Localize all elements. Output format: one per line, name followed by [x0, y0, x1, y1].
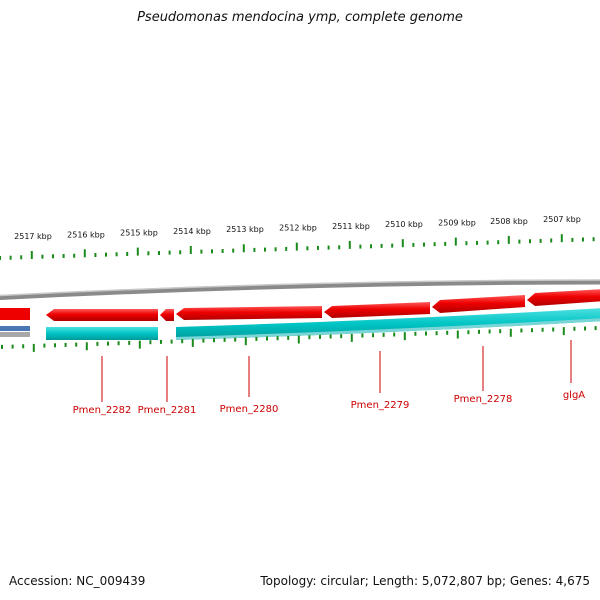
scale-label: 2512 kbp	[279, 224, 317, 233]
scale-label: 2508 kbp	[490, 217, 528, 226]
cds-arrow-pmen-2280[interactable]	[176, 306, 322, 320]
gc-track-left	[46, 327, 158, 340]
scale-ticks-bottom	[1, 326, 597, 352]
cds-arrow-pmen-2279[interactable]	[324, 302, 430, 318]
gene-label[interactable]: Pmen_2281	[138, 405, 197, 416]
track-stub-grey	[0, 332, 30, 337]
gene-label[interactable]: glgA	[563, 390, 585, 401]
scale-label: 2514 kbp	[173, 227, 211, 236]
backbone-arc	[0, 279, 600, 300]
cds-arrow-pmen-2278[interactable]	[432, 295, 525, 313]
scale-ticks-top	[0, 234, 595, 260]
gene-label-leaders	[101, 340, 572, 402]
scale-label: 2513 kbp	[226, 225, 264, 234]
scale-label: 2511 kbp	[332, 222, 370, 231]
cds-arrow-pmen-2281[interactable]	[160, 309, 174, 321]
gene-label[interactable]: Pmen_2279	[351, 400, 410, 411]
cds-arrow-glga[interactable]	[527, 289, 600, 306]
scale-label: 2510 kbp	[385, 220, 423, 229]
scale-label: 2509 kbp	[438, 219, 476, 228]
accession-label: Accession: NC_009439	[9, 574, 146, 588]
gene-label[interactable]: Pmen_2280	[220, 404, 279, 415]
gc-track-main	[176, 308, 600, 340]
track-stub-blue	[0, 326, 30, 331]
cds-track	[46, 289, 600, 321]
track-stub-red	[0, 308, 30, 320]
genome-summary: Topology: circular; Length: 5,072,807 bp…	[260, 574, 590, 588]
scale-label: 2516 kbp	[67, 230, 105, 239]
cds-arrow-pmen-2282[interactable]	[46, 309, 158, 321]
scale-labels: 2517 kbp 2516 kbp 2515 kbp 2514 kbp 2513 kbp…	[14, 215, 581, 241]
gene-label[interactable]: Pmen_2282	[73, 405, 132, 416]
backbone-highlight	[0, 279, 600, 297]
scale-label: 2515 kbp	[120, 229, 158, 238]
map-title: Pseudomonas mendocina ymp, complete geno…	[137, 10, 463, 25]
scale-label: 2517 kbp	[14, 232, 52, 241]
gene-label[interactable]: Pmen_2278	[454, 394, 513, 405]
scale-label: 2507 kbp	[543, 215, 581, 224]
gc-track-main-shade	[176, 318, 600, 340]
gene-labels: Pmen_2282 Pmen_2281 Pmen_2280 Pmen_2279 Pmen…	[73, 390, 586, 416]
